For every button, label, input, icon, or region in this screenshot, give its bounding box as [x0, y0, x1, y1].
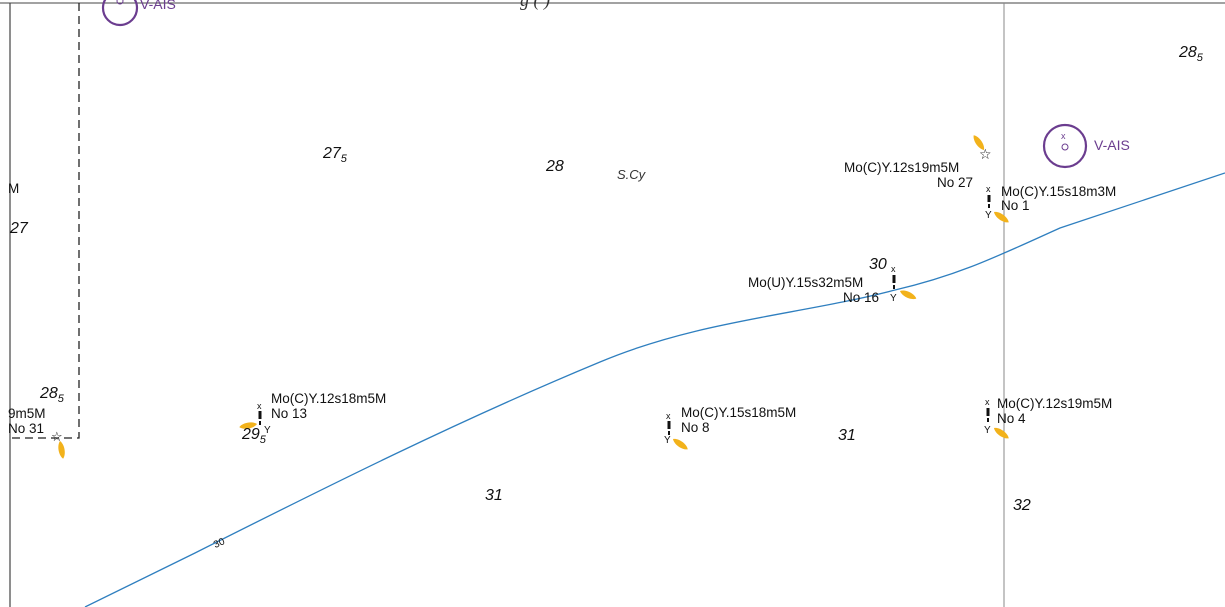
depth-sounding: 295 [242, 426, 266, 446]
depth-sounding: 31 [485, 487, 503, 504]
buoy-colour-code: Y [985, 210, 992, 221]
buoy-name[interactable]: No 31 [8, 421, 45, 436]
buoy-icon[interactable]: x [985, 397, 990, 422]
light-flare-icon [994, 211, 1009, 223]
buoy-colour-code: Y [264, 425, 271, 436]
depth-sounding: 32 [1013, 497, 1031, 514]
buoy-colour-code: Y [664, 435, 671, 446]
svg-text:x: x [985, 397, 990, 407]
buoy-light-characteristic[interactable]: Mo(U)Y.15s32m5M [748, 275, 864, 290]
svg-text:x: x [1061, 131, 1066, 141]
buoy-light-characteristic[interactable]: Mo(C)Y.15s18m5M [681, 405, 797, 420]
light-flare-icon [973, 135, 985, 150]
buoy-name[interactable]: No 27 [937, 175, 974, 190]
depth-sounding: 275 [323, 145, 347, 165]
buoy-name[interactable]: No 1 [1001, 198, 1030, 213]
depth-sounding: 285 [1179, 44, 1203, 64]
light-flare-icon [239, 422, 257, 429]
virtual-ais-symbol[interactable]: x [1042, 123, 1088, 169]
buoy-colour-code: Y [984, 425, 991, 436]
clipped-title-text: g ( ) [520, 0, 550, 10]
depth-sounding: 27 [10, 220, 28, 237]
light-flare-icon [994, 427, 1009, 439]
buoy-light-characteristic[interactable]: Mo(C)Y.12s18m5M [271, 391, 387, 406]
buoy-light-characteristic[interactable]: Mo(C)Y.12s19m5M [997, 396, 1113, 411]
light-star-icon: ☆ [51, 430, 63, 445]
svg-text:x: x [257, 401, 262, 411]
buoy-light-characteristic[interactable]: Mo(C)Y.12s19m5M [844, 160, 960, 175]
svg-text:x: x [986, 184, 991, 194]
depth-sounding: 30 [869, 256, 887, 273]
svg-text:x: x [666, 411, 671, 421]
light-star-icon: ☆ [979, 147, 992, 163]
buoy-icon[interactable]: x [666, 411, 671, 435]
buoy-name[interactable]: No 4 [997, 411, 1026, 426]
buoy-name[interactable]: No 16 [843, 290, 880, 305]
depth-sounding: 31 [838, 427, 856, 444]
light-flare-icon [58, 441, 65, 459]
light-flare-icon [900, 290, 917, 300]
dashed-area-boundary [12, 3, 80, 439]
virtual-ais-label: V-AIS [140, 0, 176, 12]
buoy-name[interactable]: No 13 [271, 406, 308, 421]
buoy-icon[interactable]: x [986, 184, 991, 208]
buoy-light-characteristic[interactable]: 9m5M [8, 406, 46, 421]
buoy-icon[interactable]: x [257, 401, 262, 425]
buoy-icon[interactable]: x [891, 264, 896, 289]
buoy-colour-code: Y [890, 293, 897, 304]
buoy-light-characteristic[interactable]: Mo(C)Y.15s18m3M [1001, 184, 1117, 199]
seabed-quality-note: S.Cy [617, 167, 646, 182]
depth-contour-30m [84, 172, 1225, 607]
edge-clipped-text: M [8, 181, 20, 196]
virtual-ais-symbol[interactable] [101, 0, 139, 27]
svg-text:x: x [891, 264, 896, 274]
buoy-name[interactable]: No 8 [681, 420, 710, 435]
light-flare-icon [673, 438, 688, 450]
depth-sounding: 28 [546, 158, 564, 175]
virtual-ais-label: V-AIS [1094, 137, 1130, 153]
depth-sounding: 285 [40, 385, 64, 405]
